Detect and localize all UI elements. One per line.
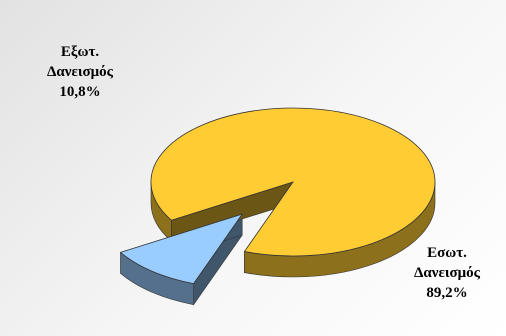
slice-label-domestic-line1: Εσωτ. <box>427 245 467 261</box>
slice-label-domestic-line2: Δανεισμός <box>413 265 481 281</box>
slice-label-external-borrowing: Εξωτ. Δανεισμός 10,8% <box>22 42 138 102</box>
slice-label-domestic-percent: 89,2% <box>426 285 468 301</box>
pie-slice-external <box>119 213 244 285</box>
slice-label-external-line1: Εξωτ. <box>60 44 100 60</box>
slice-label-external-percent: 10,8% <box>59 84 101 100</box>
pie-slice-domestic <box>150 107 436 257</box>
slice-label-external-line2: Δανεισμός <box>46 64 114 80</box>
slice-label-domestic-borrowing: Εσωτ. Δανεισμός 89,2% <box>392 243 502 303</box>
